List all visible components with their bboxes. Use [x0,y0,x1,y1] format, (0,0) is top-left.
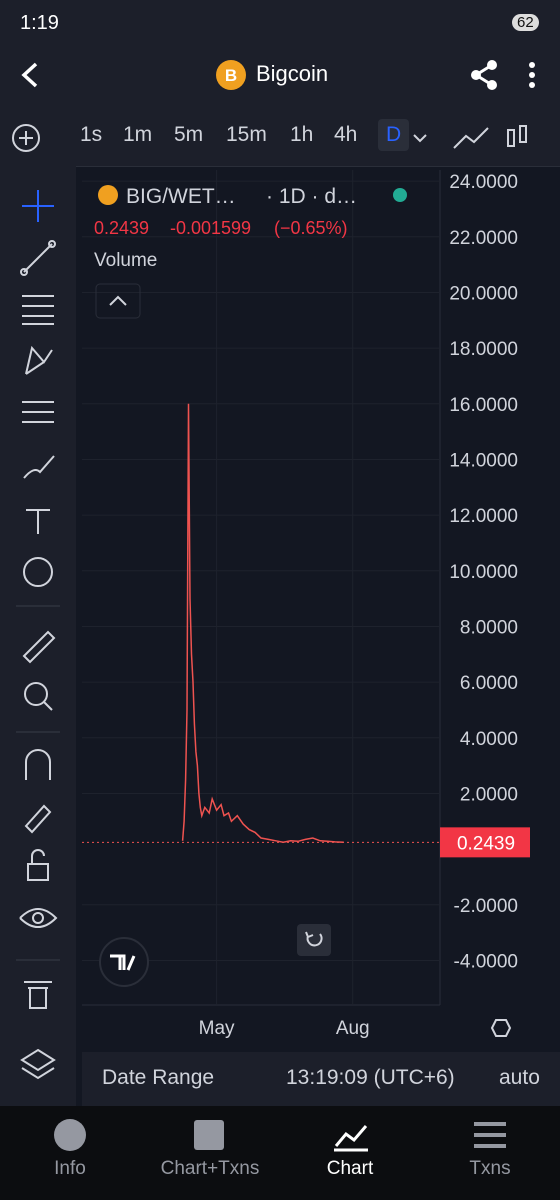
nav-icons [54,1119,506,1152]
price-line [181,403,344,844]
y-tick-label: 10.0000 [449,562,518,583]
last-price-tag [440,827,530,858]
interval-button[interactable]: D [378,119,410,151]
interval-button[interactable]: 1s [80,123,103,146]
y-tick-label: 4.0000 [460,729,518,750]
volume-label: Volume [94,250,157,271]
y-tick-label: 12.0000 [449,506,518,527]
interval-button[interactable]: 15m [226,123,267,146]
y-tick-label: 24.0000 [449,172,518,193]
status-dot [393,188,407,202]
collapse-button [95,283,141,319]
coin-icon: B [216,60,246,90]
interval-button[interactable]: 1h [290,123,314,146]
bottom-nav: Info Chart+Txns Chart Txns [0,1106,560,1200]
svg-text:B: B [225,66,237,85]
last-price-label: 0.2439 [457,833,515,854]
battery: 62 [512,14,539,31]
price-chart: 24.0000 22.0000 20.0000 18.0000 16.0000 14.00… [82,170,530,1039]
y-tick-label: 18.0000 [449,339,518,360]
change: -0.001599 [170,218,251,238]
clock: 1:19 [20,12,59,34]
reset-button [297,924,331,956]
interval-button[interactable]: 1m [123,123,153,146]
nav-tab[interactable]: Chart+Txns [160,1158,260,1179]
x-tick-label: May [199,1018,235,1039]
y-tick-label: 16.0000 [449,395,518,416]
x-tick-label: Aug [336,1018,370,1039]
date-range[interactable]: Date Range [102,1066,215,1089]
last-price: 0.2439 [94,218,149,238]
y-tick-label: 8.0000 [460,617,518,638]
change-pct: (−0.65%) [274,218,348,238]
settings-icon [490,1019,512,1037]
bottom-bar: Date Range 13:19:09 (UTC+6) auto [82,1052,560,1106]
status-bar: 1:19 62 [0,0,560,44]
tool-icons[interactable] [0,166,76,1106]
y-tick-label: -4.0000 [454,951,518,972]
y-tick-label: -2.0000 [454,896,518,917]
drawing-tools [0,166,76,1106]
interval-info: · 1D · d… [266,185,357,208]
reset-icon [305,931,323,947]
interval-button[interactable]: 4h [334,123,358,146]
add-indicator[interactable] [10,122,44,154]
y-tick-label: 14.0000 [449,450,518,471]
page-title: Bigcoin [256,61,329,86]
nav-tab[interactable]: Txns [469,1158,511,1179]
chart-toolbar: 1s 1m 5m 15m 1h 4h D [0,108,560,167]
collapse-icon [109,295,127,306]
timezone[interactable]: 13:19:09 (UTC+6) [286,1066,455,1089]
tv-logo-mark [110,954,136,971]
nav-tab[interactable]: Chart [326,1158,374,1179]
coin-dot [98,185,118,205]
y-tick-label: 2.0000 [460,784,518,805]
y-tick-label: 20.0000 [449,283,518,304]
symbol: BIG/WET… [126,185,236,208]
scale-mode[interactable]: auto [499,1066,540,1089]
y-tick-label: 22.0000 [449,228,518,249]
back-button[interactable] [14,58,48,92]
header: B Bigcoin [0,44,560,108]
y-tick-label: 6.0000 [460,673,518,694]
chart-style[interactable] [410,122,560,154]
interval-button[interactable]: 5m [174,123,204,146]
nav-tab[interactable]: Info [54,1158,86,1179]
header-actions[interactable] [468,56,548,94]
